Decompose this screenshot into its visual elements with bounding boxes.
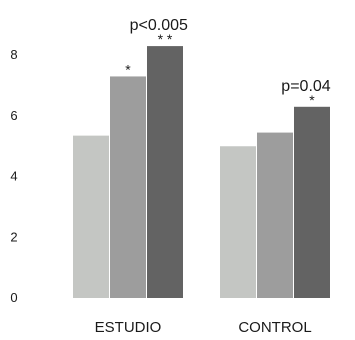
category-label-control: CONTROL — [238, 319, 311, 336]
bar-control-series-2 — [257, 132, 293, 298]
bar-estudio-series-1 — [73, 135, 109, 298]
category-label-estudio: ESTUDIO — [95, 319, 162, 336]
significance-mark-estudio-3: * * — [158, 31, 173, 47]
bar-estudio-series-2 — [110, 76, 146, 298]
bar-control-series-3 — [294, 106, 330, 298]
p-value-label-control: p=0.04 — [281, 78, 330, 95]
y-tick-label-0: 0 — [10, 290, 17, 305]
p-value-label-estudio: p<0.005 — [130, 17, 188, 34]
significance-mark-control-3: * — [309, 92, 315, 108]
y-axis: 0 2 4 6 8 — [10, 47, 17, 305]
y-tick-label-8: 8 — [10, 47, 17, 62]
y-tick-label-2: 2 — [10, 229, 17, 244]
bar-estudio-series-3 — [147, 46, 183, 298]
x-axis: ESTUDIO CONTROL — [95, 319, 312, 336]
annotations: ** *p<0.005*p=0.04 — [125, 17, 331, 108]
y-tick-label-4: 4 — [10, 169, 17, 184]
significance-mark-estudio-2: * — [125, 61, 131, 77]
y-tick-label-6: 6 — [10, 108, 17, 123]
bar-control-series-1 — [220, 146, 256, 298]
bars — [73, 46, 330, 298]
